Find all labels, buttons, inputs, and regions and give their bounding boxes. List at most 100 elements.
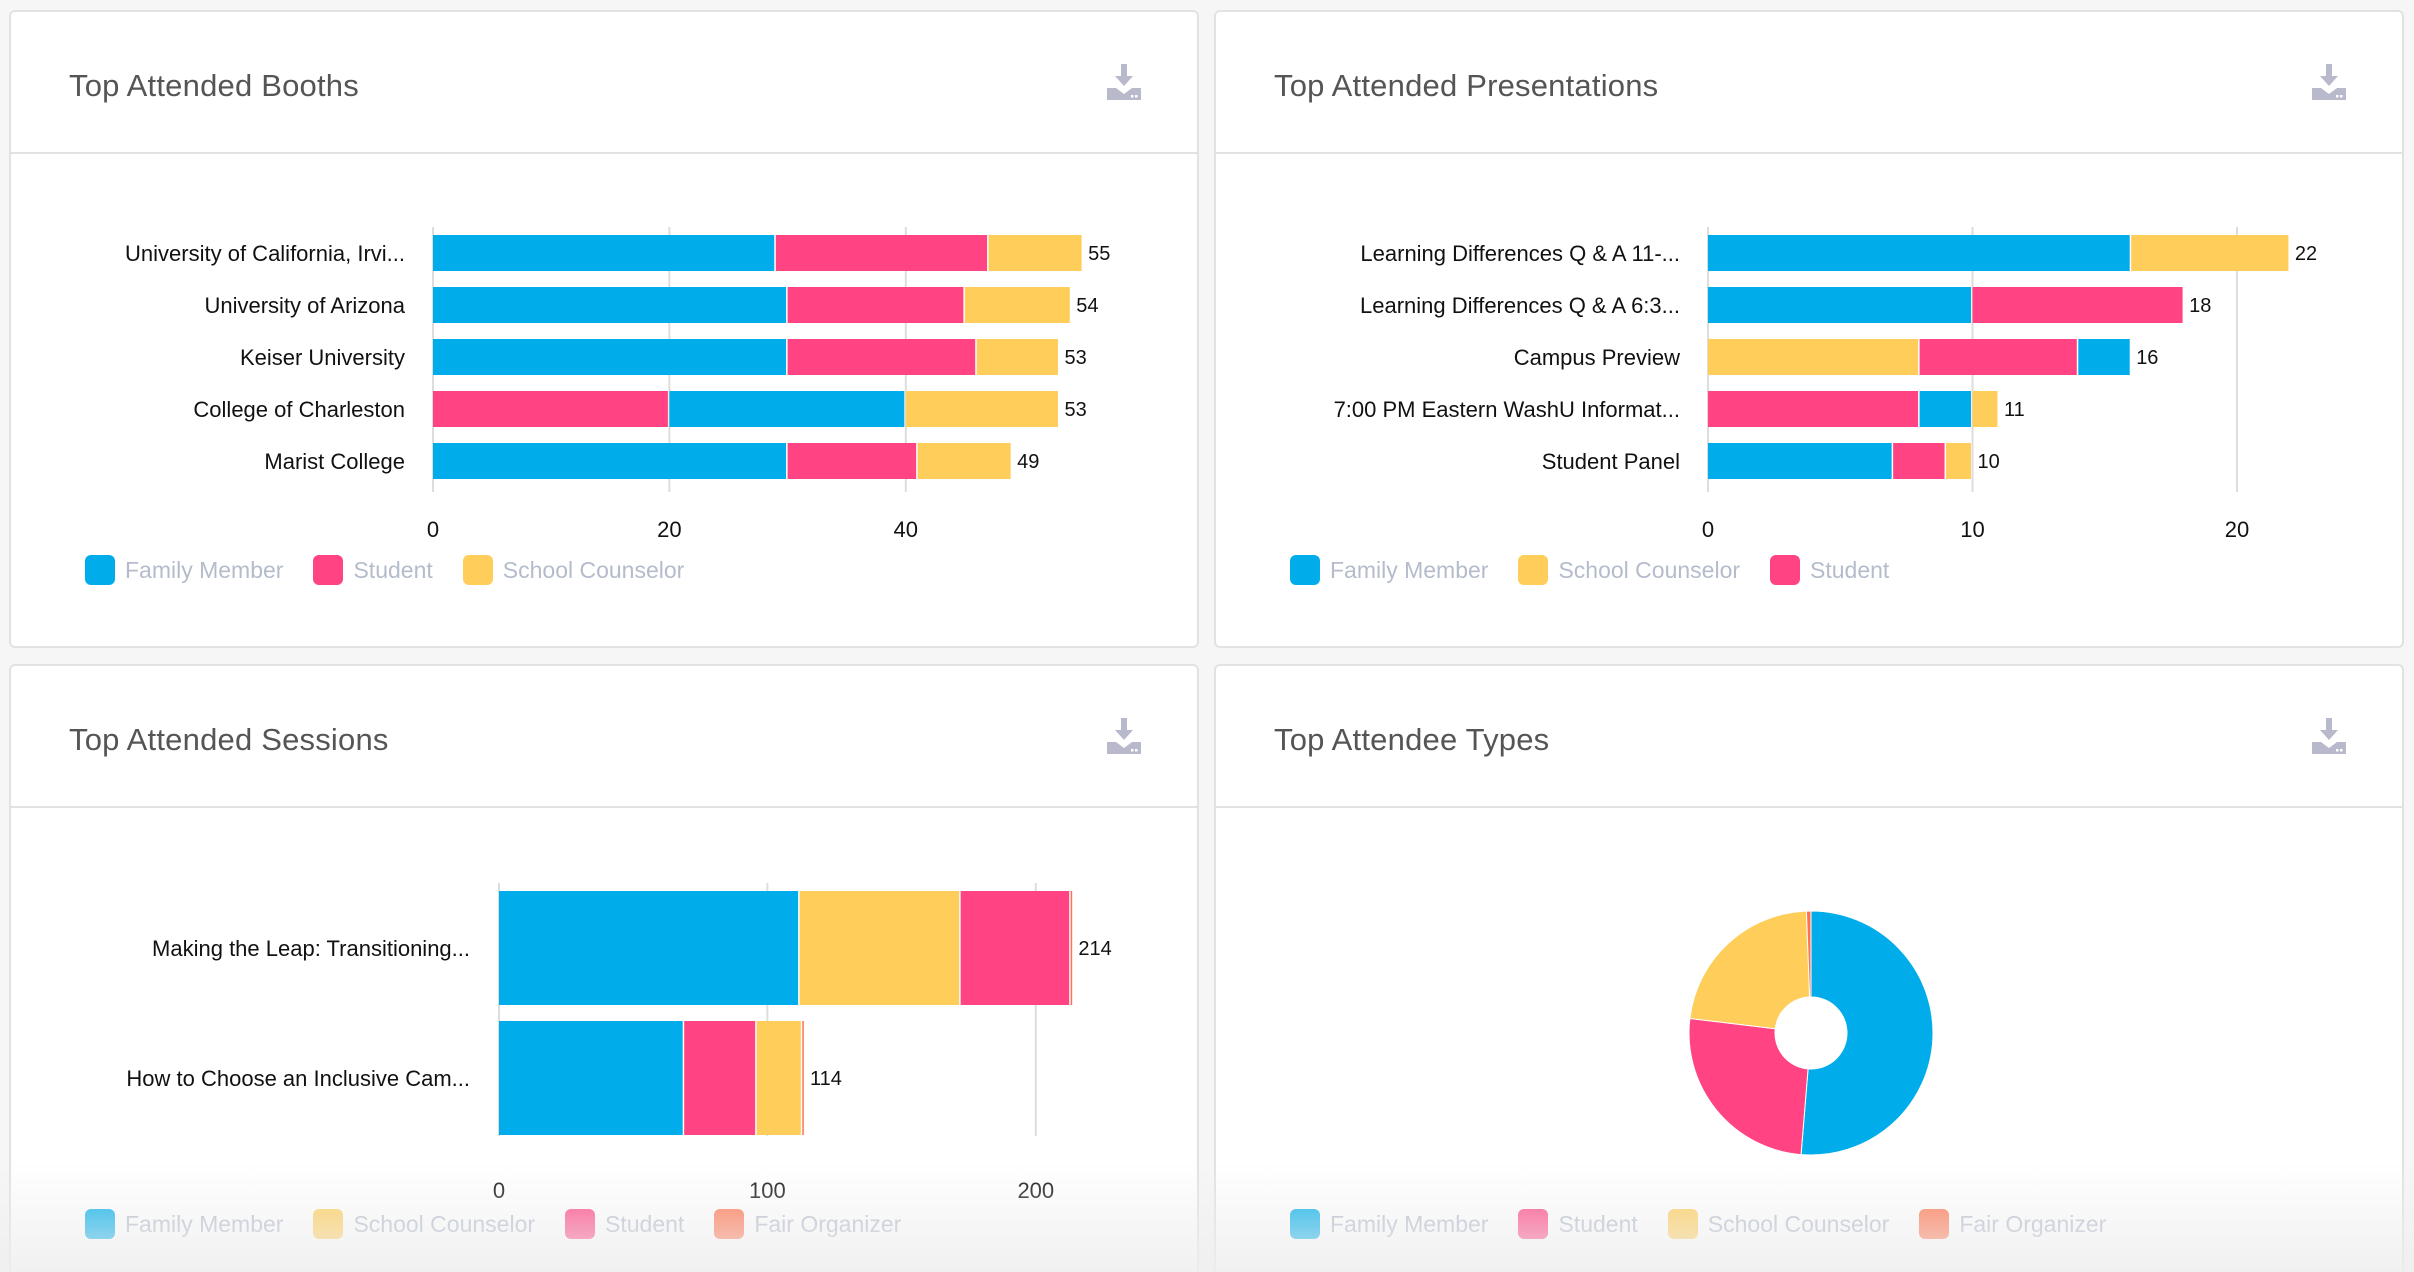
- bar-segment-student[interactable]: [684, 1021, 756, 1135]
- legend-label: Student: [605, 1210, 685, 1237]
- bar-segment-school-counselor[interactable]: [2131, 235, 2289, 271]
- bar-segment-school-counselor[interactable]: [964, 287, 1070, 323]
- bar-segment-student[interactable]: [960, 891, 1070, 1005]
- bar-segment-fair-organizer[interactable]: [802, 1021, 804, 1135]
- category-label: Making the Leap: Transitioning...: [152, 936, 470, 961]
- bar-how-to-choose-an-inclusive-cam[interactable]: [499, 1021, 804, 1135]
- panel-header: Top Attendee Types: [1216, 666, 2402, 808]
- panel-header: Top Attended Sessions: [11, 666, 1197, 808]
- x-tick-label: 0: [427, 517, 439, 542]
- x-tick-label: 0: [493, 1178, 505, 1203]
- bar-university-of-arizona[interactable]: [433, 287, 1070, 323]
- legend-item-school-counselor[interactable]: School Counselor: [1667, 1209, 1890, 1239]
- download-button[interactable]: [1107, 64, 1141, 100]
- legend-item-school-counselor[interactable]: School Counselor: [313, 1209, 535, 1239]
- legend-item-family-member[interactable]: Family Member: [1290, 555, 1488, 585]
- bar-segment-student[interactable]: [775, 235, 988, 271]
- bar-segment-student[interactable]: [787, 287, 964, 323]
- legend-swatch: [1919, 1209, 1950, 1239]
- panel-header: Top Attended Booths: [11, 12, 1197, 154]
- legend-label: School Counselor: [502, 556, 685, 583]
- bar-segment-student[interactable]: [1893, 443, 1945, 479]
- bar-segment-school-counselor[interactable]: [905, 391, 1058, 427]
- bar-segment-family-member[interactable]: [1708, 443, 1892, 479]
- bar-keiser-university[interactable]: [433, 339, 1058, 375]
- bar-learning-differences-q-a-6-3[interactable]: [1708, 287, 2183, 323]
- pie-slice-student[interactable]: [1688, 1017, 1809, 1156]
- legend-label: School Counselor: [1707, 1210, 1890, 1237]
- bar-segment-school-counselor[interactable]: [1708, 339, 1919, 375]
- bar-segment-family-member[interactable]: [433, 443, 787, 479]
- legend-item-student[interactable]: Student: [313, 555, 433, 585]
- bar-learning-differences-q-a-11[interactable]: [1708, 235, 2289, 271]
- x-tick-label: 40: [894, 517, 918, 542]
- bar-segment-family-member[interactable]: [433, 235, 775, 271]
- download-button[interactable]: [1107, 718, 1141, 754]
- legend-label: School Counselor: [1558, 556, 1741, 583]
- bar-making-the-leap-transitioning[interactable]: [499, 891, 1073, 1005]
- total-label: 53: [1064, 399, 1086, 421]
- bar-segment-student[interactable]: [433, 391, 668, 427]
- legend-item-fair-organizer[interactable]: Fair Organizer: [1919, 1209, 2106, 1239]
- bar-segment-family-member[interactable]: [669, 391, 905, 427]
- bar-segment-school-counselor[interactable]: [756, 1021, 801, 1135]
- category-label: How to Choose an Inclusive Cam...: [126, 1066, 470, 1091]
- legend: Family Member Student School Counselor Fair…: [1290, 1209, 2136, 1239]
- pie-slice-family-member[interactable]: [1800, 910, 1934, 1156]
- panel-title: Top Attended Booths: [69, 68, 359, 103]
- x-tick-label: 100: [749, 1178, 786, 1203]
- sessions-chart: 0 100 200 Making the Leap: Transitioning...…: [126, 883, 1112, 1203]
- bar-segment-student[interactable]: [1919, 339, 2077, 375]
- bar-student-panel[interactable]: [1708, 443, 1971, 479]
- bar-segment-school-counselor[interactable]: [799, 891, 960, 1005]
- x-tick-label: 20: [2225, 517, 2249, 542]
- bar-segment-student[interactable]: [1708, 391, 1919, 427]
- legend-item-student[interactable]: Student: [565, 1209, 684, 1239]
- bar-campus-preview[interactable]: [1708, 339, 2130, 375]
- bar-segment-family-member[interactable]: [499, 891, 799, 1005]
- download-button[interactable]: [2312, 718, 2346, 754]
- bar-7-00-pm-eastern-washu-informat[interactable]: [1708, 391, 1998, 427]
- legend-item-school-counselor[interactable]: School Counselor: [1518, 555, 1740, 585]
- panel-top-attended-sessions: Top Attended Sessions 0 100 200 Making the …: [9, 664, 1199, 1272]
- legend-label: Fair Organizer: [754, 1210, 902, 1237]
- panel-top-attended-presentations: Top Attended Presentations 0 10 20 Learning…: [1214, 10, 2404, 648]
- bar-segment-student[interactable]: [787, 339, 976, 375]
- legend-label: Student: [1810, 556, 1890, 583]
- bar-segment-school-counselor[interactable]: [1946, 443, 1971, 479]
- bar-segment-school-counselor[interactable]: [976, 339, 1058, 375]
- legend-item-fair-organizer[interactable]: Fair Organizer: [714, 1209, 901, 1239]
- bar-segment-fair-organizer[interactable]: [1070, 891, 1073, 1005]
- download-icon: [2312, 64, 2346, 100]
- legend-item-family-member[interactable]: Family Member: [85, 555, 283, 585]
- legend-label: Student: [353, 556, 433, 583]
- legend-item-school-counselor[interactable]: School Counselor: [462, 555, 685, 585]
- legend-item-student[interactable]: Student: [1770, 555, 1889, 585]
- download-button[interactable]: [2312, 64, 2346, 100]
- legend-item-family-member[interactable]: Family Member: [85, 1209, 283, 1239]
- total-label: 18: [2189, 295, 2211, 317]
- bar-segment-family-member[interactable]: [1708, 235, 2130, 271]
- bar-segment-school-counselor[interactable]: [1972, 391, 1998, 427]
- bar-segment-family-member[interactable]: [2078, 339, 2130, 375]
- pie-slice-school-counselor[interactable]: [1689, 910, 1811, 1030]
- bar-segment-school-counselor[interactable]: [988, 235, 1082, 271]
- bar-segment-student[interactable]: [1972, 287, 2183, 323]
- x-tick-label: 0: [1702, 517, 1714, 542]
- bar-university-of-california-irvi[interactable]: [433, 235, 1082, 271]
- category-label: College of Charleston: [193, 397, 405, 422]
- bar-college-of-charleston[interactable]: [433, 391, 1058, 427]
- bar-segment-family-member[interactable]: [433, 287, 787, 323]
- attendee-types-chart: [1688, 910, 1934, 1156]
- bar-marist-college[interactable]: [433, 443, 1011, 479]
- legend-item-student[interactable]: Student: [1518, 1209, 1638, 1239]
- bar-segment-family-member[interactable]: [1919, 391, 1971, 427]
- category-label: Learning Differences Q & A 6:3...: [1360, 293, 1680, 318]
- bar-segment-family-member[interactable]: [433, 339, 787, 375]
- bar-segment-student[interactable]: [787, 443, 917, 479]
- bar-segment-family-member[interactable]: [1708, 287, 1971, 323]
- pie-slice-fair-organizer[interactable]: [1805, 910, 1812, 998]
- legend-item-family-member[interactable]: Family Member: [1290, 1209, 1488, 1239]
- bar-segment-school-counselor[interactable]: [917, 443, 1011, 479]
- bar-segment-family-member[interactable]: [499, 1021, 683, 1135]
